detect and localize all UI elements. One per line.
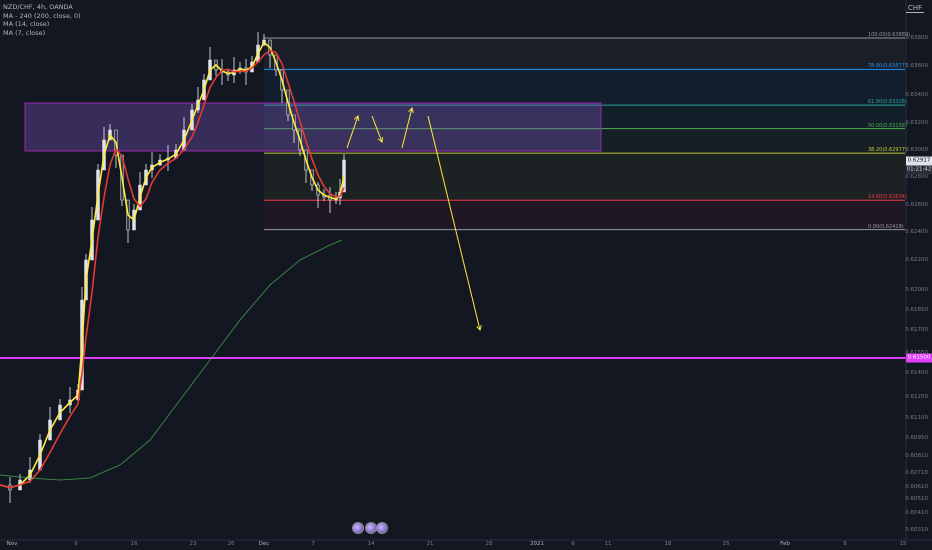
time-tick-label: 14 — [367, 541, 375, 547]
ma7-legend[interactable]: MA (7, close) — [3, 28, 46, 37]
time-tick-label: Dec — [258, 541, 270, 547]
price-tick-label: 0.61250 — [905, 394, 928, 400]
fib-zone — [264, 105, 905, 129]
fib-level-label: 14.60(0.62634) — [868, 194, 907, 201]
time-tick-label: 8 — [843, 541, 847, 547]
fib-level-label: 0.00(0.62418) — [868, 223, 904, 230]
ma14-legend[interactable]: MA (14, close) — [3, 20, 50, 28]
time-tick-label: 23 — [189, 541, 197, 547]
price-tick-label: 0.63600 — [905, 63, 928, 69]
time-tick-label: 28 — [485, 541, 493, 547]
fib-level-label: 61.80(0.63328) — [868, 99, 907, 106]
indicator-icon[interactable] — [376, 522, 388, 534]
projection-arrow — [401, 107, 413, 149]
time-tick-label: 6 — [571, 541, 575, 547]
projection-arrowhead — [408, 106, 414, 113]
fib-zone — [264, 69, 905, 106]
projection-arrow — [371, 115, 383, 143]
chart-legend: NZD/CHF, 4h, OANDA MA - 240 (200, close,… — [3, 3, 81, 37]
projection-arrowhead — [353, 115, 360, 122]
fib-zone — [264, 128, 905, 154]
price-tick-label: 0.61700 — [905, 327, 928, 333]
time-tick-label: 7 — [311, 541, 315, 547]
time-tick-label: Feb — [780, 541, 790, 547]
time-tick-label: 18 — [664, 541, 672, 547]
fib-zone — [264, 153, 905, 201]
fib-zone — [264, 200, 905, 230]
time-tick-label: 11 — [604, 541, 612, 547]
symbol-title[interactable]: NZD/CHF, 4h, OANDA — [3, 3, 73, 11]
projection-arrowhead — [377, 136, 384, 143]
time-tick-label: 26 — [227, 541, 235, 547]
price-tick-label: 0.61550 — [905, 350, 928, 356]
current-price-tag: 0.62917 — [906, 156, 932, 166]
time-tick-label: 21 — [426, 541, 434, 547]
price-tick-label: 0.60310 — [905, 527, 928, 533]
ma240-legend[interactable]: MA - 240 (200, close, 0) — [3, 11, 81, 20]
time-tick-label: 16 — [130, 541, 138, 547]
countdown-tag: 01:21:42 — [906, 165, 932, 175]
price-tick-label: 0.63200 — [905, 120, 928, 126]
price-tick-label: 0.62600 — [905, 202, 928, 208]
price-tick-label: 0.62400 — [905, 229, 928, 235]
replay-icon[interactable] — [352, 522, 364, 534]
price-tick-label: 0.62800 — [905, 174, 928, 180]
ma200-line — [0, 239, 343, 481]
price-tick-label: 0.63800 — [905, 35, 928, 41]
time-tick-label: 9 — [74, 541, 78, 547]
time-tick-label: Nov — [6, 541, 18, 547]
fib-level-label: 38.20(0.62977) — [868, 147, 907, 154]
price-tick-label: 0.61400 — [905, 370, 928, 376]
fib-level-label: 50.00(0.63158) — [868, 122, 907, 129]
price-tick-label: 0.60810 — [905, 453, 928, 459]
projection-arrowhead — [476, 325, 482, 332]
projection-arrow — [346, 115, 359, 149]
time-tick-label: 25 — [722, 541, 730, 547]
ma7-line — [0, 41, 345, 489]
price-tick-label: 0.61100 — [905, 415, 928, 421]
time-tick-label: 2021 — [530, 541, 544, 547]
price-tick-label: 0.60610 — [905, 484, 928, 490]
price-tick-label: 0.63400 — [905, 92, 928, 98]
ma14-line — [0, 49, 345, 489]
price-tick-label: 0.60510 — [905, 496, 928, 502]
fib-level-label: 78.60(0.63577) — [868, 63, 907, 70]
time-tick-label: 15 — [899, 541, 907, 547]
fib-level-label: 100.00(0.63889) — [868, 32, 911, 38]
support-level-tag: 0.61500 — [906, 353, 932, 363]
price-tick-label: 0.60710 — [905, 470, 928, 476]
projection-arrow — [427, 115, 481, 331]
currency-badge[interactable]: CHF — [905, 4, 924, 13]
price-tick-label: 0.60410 — [905, 510, 928, 516]
price-tick-label: 0.60950 — [905, 435, 928, 441]
resistance-zone — [24, 102, 602, 152]
fib-zone — [264, 38, 905, 70]
price-tick-label: 0.62200 — [905, 257, 928, 263]
price-tick-label: 0.63000 — [905, 147, 928, 153]
price-tick-label: 0.62000 — [905, 287, 928, 293]
price-tick-label: 0.61850 — [905, 307, 928, 313]
